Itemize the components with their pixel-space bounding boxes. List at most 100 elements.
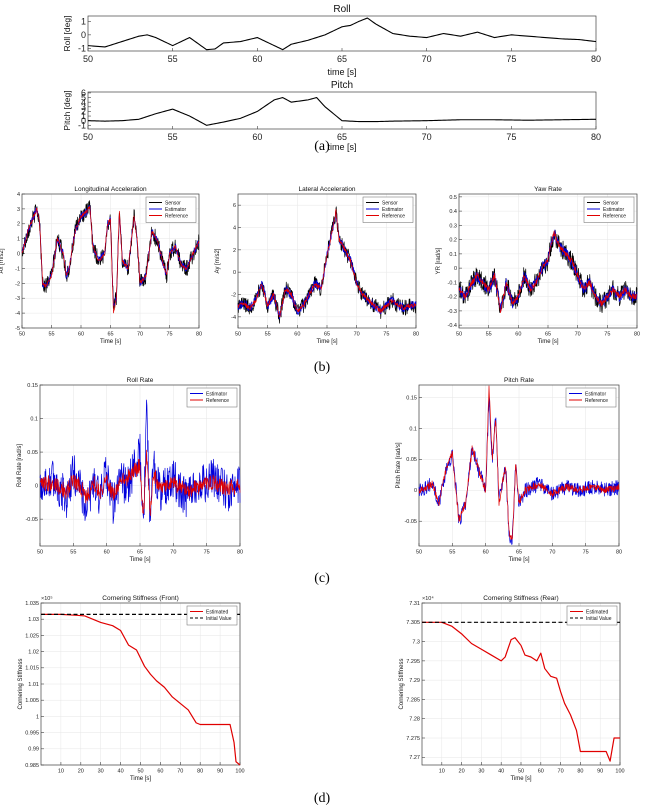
y-tick-label: 1 [17,237,20,243]
series-line-reference [21,205,200,314]
chart-title: Lateral Acceleration [298,186,355,193]
x-tick-label: 80 [634,332,640,338]
x-tick-label: 50 [235,332,241,338]
x-tick-label: 80 [237,550,243,556]
series-line-estimator [237,211,417,320]
series-line-reference [458,230,638,314]
y-tick-label: 2 [233,248,236,254]
y-tick-label: 0.985 [25,763,39,769]
y-axis-label: Pitch Rate [rad/s] [396,442,402,488]
y-tick-label: -0.2 [448,295,457,301]
x-tick-label: 70 [137,332,143,338]
y-axis-label: Cornering Stiffness [399,659,405,710]
x-tick-label: 70 [575,332,581,338]
series-line-reference [39,449,241,516]
x-tick-label: 65 [137,550,143,556]
x-tick-label: 50 [456,332,462,338]
x-tick-label: 55 [449,550,455,556]
y-tick-label: 1.005 [25,698,39,704]
y-tick-label: 0 [35,484,38,490]
chart-roll-rate: 50 55 60 65 70 75 80 -0.05 0 0.05 0.1 0.15 Roll Rate… [17,377,243,563]
chart-cs-front: 10 20 30 40 50 60 70 80 90 100 0.985 0.99 0.995 1 1.00… [18,595,245,782]
y-tick-label: 0 [454,266,457,272]
legend-box [566,605,618,626]
y-tick-label: 1.02 [28,650,39,656]
y-tick-label: 2 [17,222,20,228]
chart-title: Roll [333,4,350,15]
x-tick-label: 80 [591,54,601,64]
chart-title: Cornering Stiffness (Rear) [483,595,558,602]
y-axis-label: Ay [m/s2] [215,248,221,273]
x-tick-label: 90 [597,769,603,775]
y-tick-label: -0.05 [25,517,38,523]
chart-lat-acc: 50 55 60 65 70 75 80 -4 -2 0 2 4 6 Lateral Accelerati… [215,186,419,345]
x-axis-label: Time [s] [316,339,337,345]
y-tick-label: 1 [81,111,86,121]
panel-label-c: (c) [314,571,330,586]
x-tick-label: 80 [413,332,419,338]
y-tick-label: 3 [81,102,86,112]
x-tick-label: 80 [616,550,622,556]
y-tick-label: 0.05 [406,457,417,463]
series-line-estimated [422,621,620,762]
x-tick-label: 65 [337,54,347,64]
legend-box [362,196,414,223]
x-axis-label: Time [s] [508,557,529,563]
legend-label: Reference [165,213,188,219]
x-tick-label: 55 [486,332,492,338]
axis-exponent: ×10⁴ [422,595,434,602]
legend-label: Estimated [206,609,228,615]
x-tick-label: 40 [498,769,504,775]
x-axis-label: Time [s] [537,339,558,345]
y-tick-label: 5 [81,93,86,103]
y-tick-label: 6 [81,88,86,98]
x-tick-label: 65 [107,332,113,338]
x-tick-label: 75 [604,332,610,338]
y-tick-label: 0.1 [30,416,38,422]
legend-label: Reference [206,398,229,404]
y-tick-label: -4 [15,311,20,317]
y-tick-label: 7.28 [409,717,420,723]
y-axis-label: YR [rad/s] [436,247,442,274]
y-tick-label: 1 [81,17,86,27]
x-axis-label: Time [s] [510,776,531,782]
y-tick-label: 6 [233,203,236,209]
x-tick-label: 80 [197,769,203,775]
y-tick-label: 0.2 [449,238,457,244]
x-tick-label: 65 [545,332,551,338]
x-tick-label: 75 [583,550,589,556]
chart-title: Pitch Rate [504,377,534,384]
x-tick-label: 65 [516,550,522,556]
x-tick-label: 100 [615,769,624,775]
chart-yaw-rate: 50 55 60 65 70 75 80 -0.4 -0.3 -0.2 -0.1 0 0.1 0.2 0.3… [436,186,640,345]
y-tick-label: 0.15 [27,383,38,389]
x-tick-label: 70 [549,550,555,556]
series-line-estimated [41,613,241,766]
y-tick-label: 0.1 [449,252,457,258]
chart-pitch-rate: 50 55 60 65 70 75 80 -0.05 0 0.05 0.1 0.15 Pitch Rat… [396,377,622,563]
y-tick-label: -1 [78,120,86,130]
x-tick-label: 75 [383,332,389,338]
legend-box [186,387,238,408]
y-axis-label: Pitch [deg] [62,90,72,130]
x-tick-label: 40 [118,769,124,775]
panel-label-d: (d) [314,791,331,806]
y-tick-label: 0.99 [28,747,39,753]
x-tick-label: 20 [459,769,465,775]
legend-box [145,196,197,223]
legend-label: Reference [382,213,405,219]
y-tick-label: -5 [15,326,20,332]
x-tick-label: 50 [19,332,25,338]
y-axis-label: Roll Rate [rad/s] [17,444,23,487]
legend-label: Reference [585,398,608,404]
y-tick-label: 0.995 [25,731,39,737]
y-tick-label: 0.1 [409,426,417,432]
y-axis-label: Roll [deg] [62,16,72,52]
legend-label: Estimator [603,207,624,213]
legend-label: Sensor [165,200,181,206]
legend-label: Sensor [603,200,619,206]
